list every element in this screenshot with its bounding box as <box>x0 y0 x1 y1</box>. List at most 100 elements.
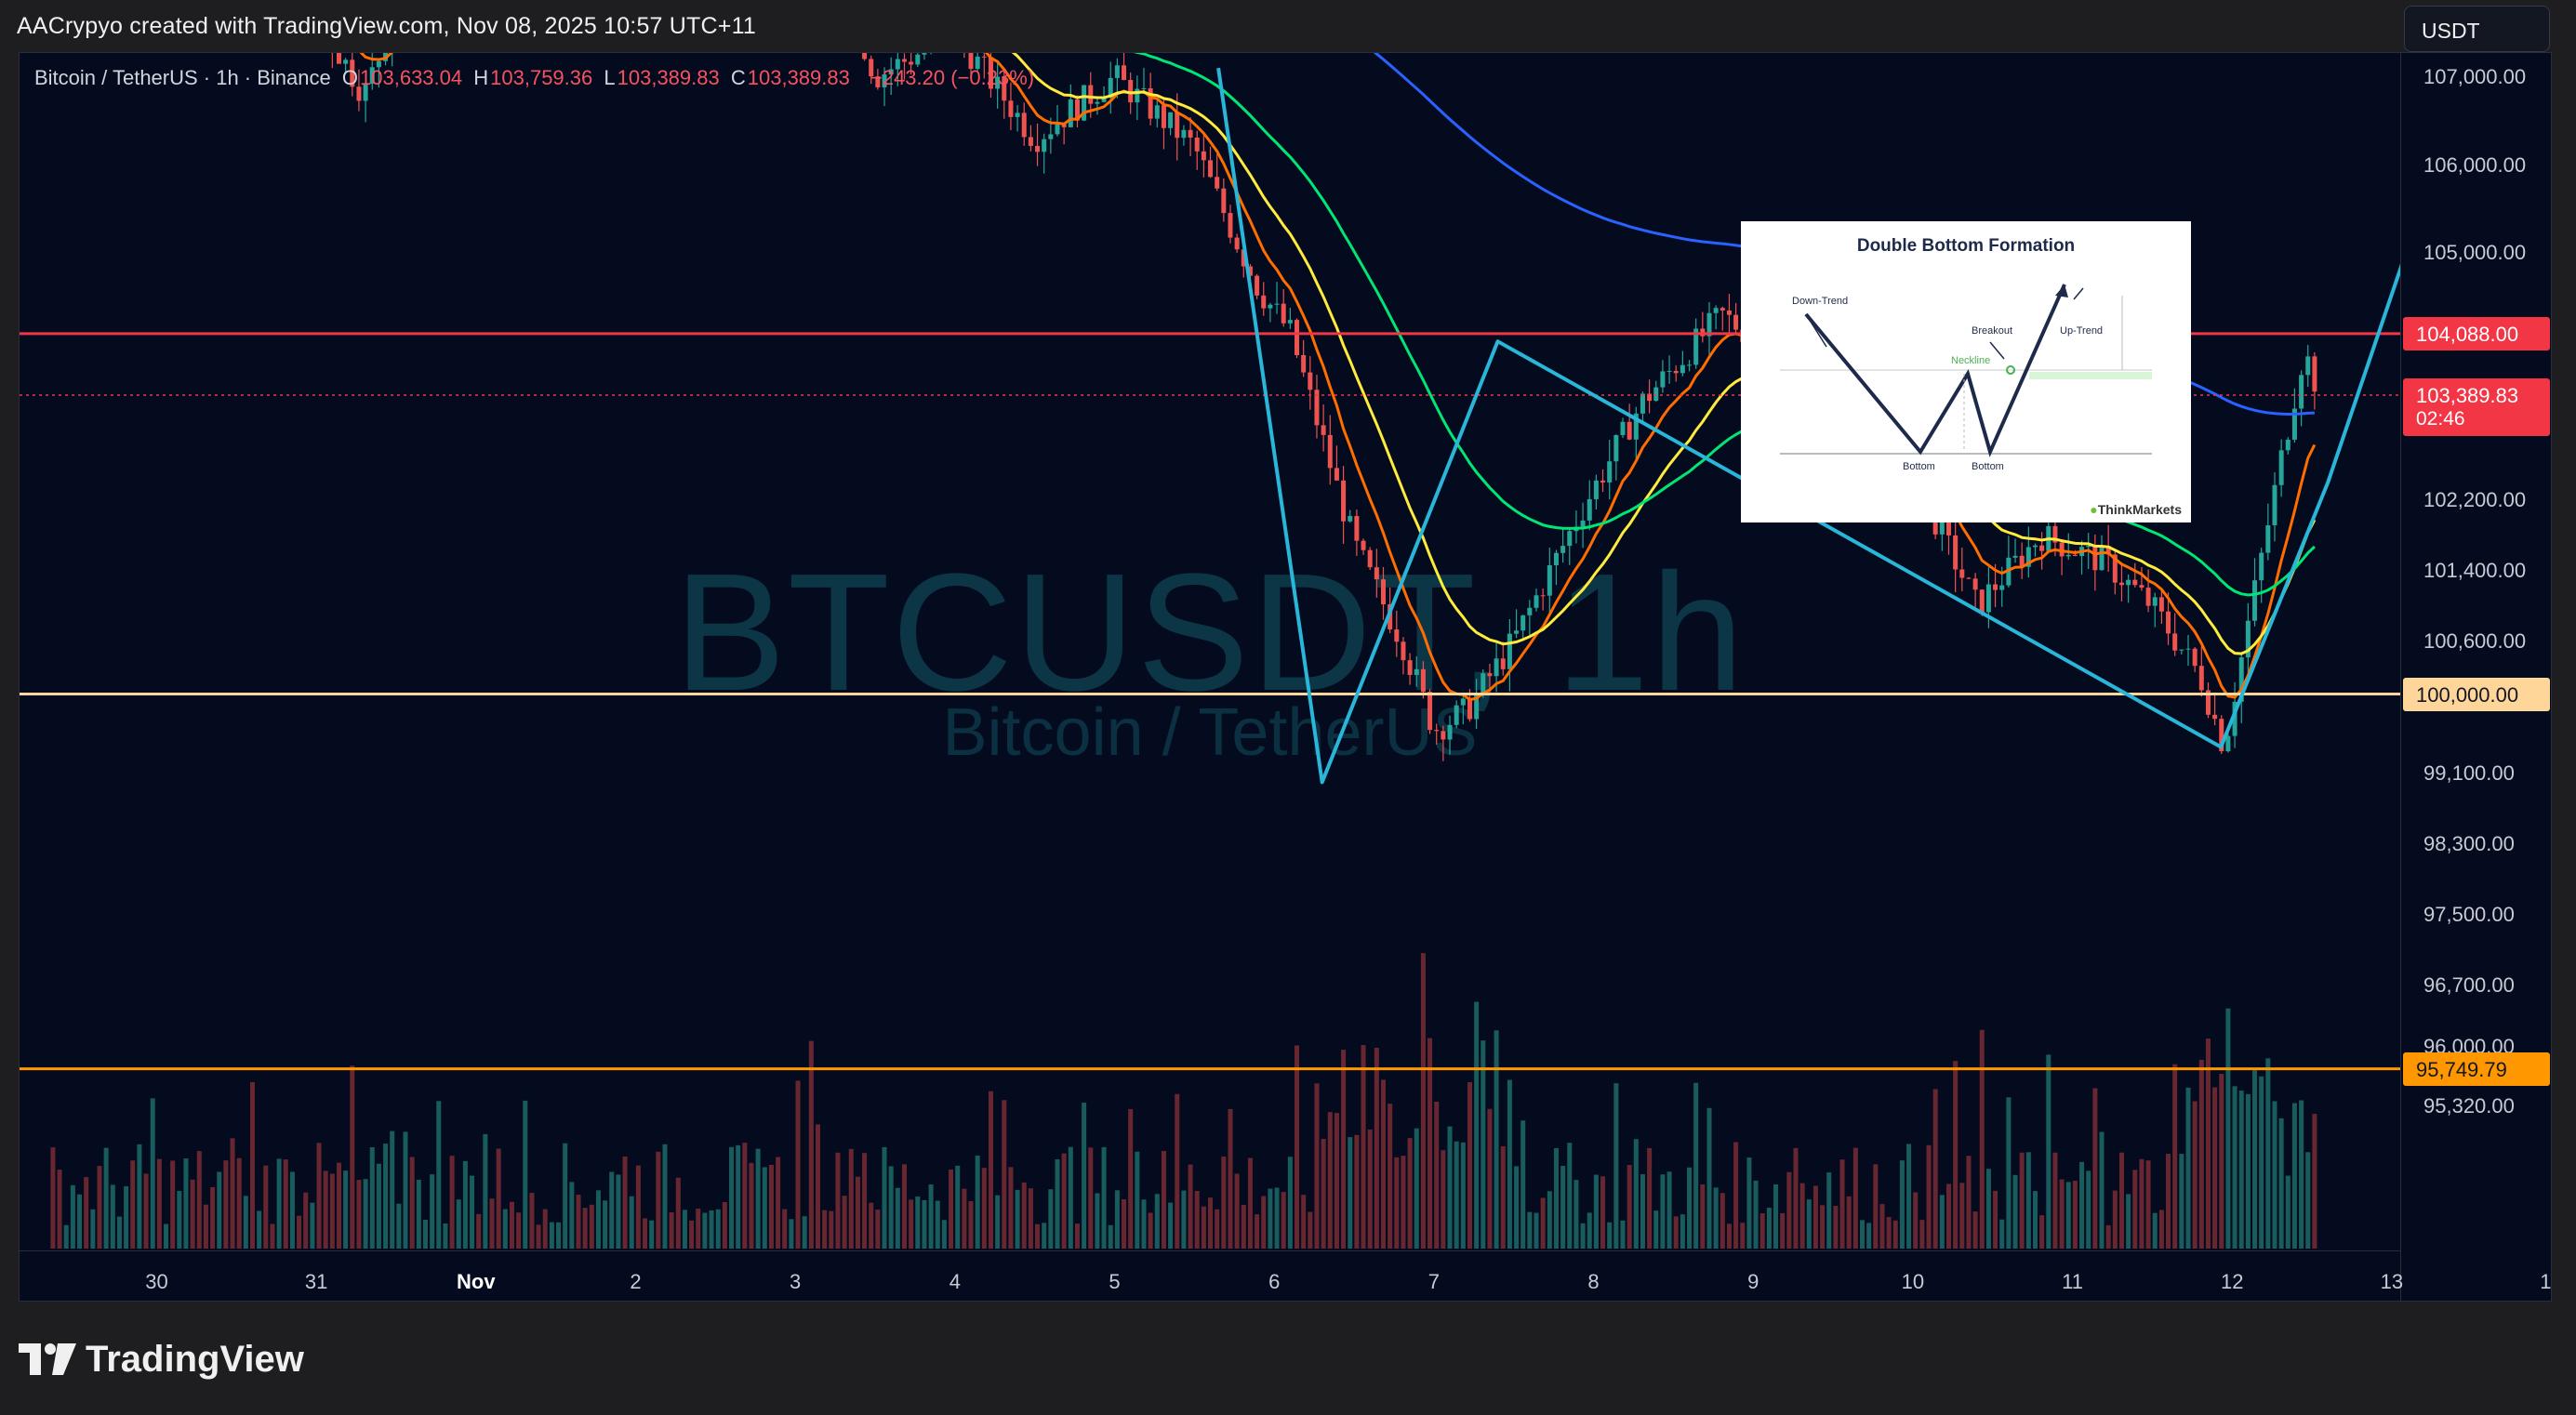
candle-body <box>1327 434 1333 469</box>
volume-bar <box>2299 1100 2304 1249</box>
volume-bar <box>563 1143 568 1249</box>
volume-bar <box>1500 1145 1506 1249</box>
candle-body <box>1108 77 1113 99</box>
candle-body <box>2259 552 2264 581</box>
candle-body <box>1015 112 1020 117</box>
volume-bar <box>1095 1193 1100 1249</box>
volume-bar <box>2305 1152 2311 1249</box>
volume-bar <box>1215 1209 1220 1249</box>
volume-bar <box>1388 1104 1393 1249</box>
candle-body <box>1979 589 1985 613</box>
volume-bar <box>1341 1050 1347 1249</box>
volume-bar <box>263 1165 269 1249</box>
volume-bar <box>569 1182 575 1249</box>
volume-bar <box>116 1216 122 1249</box>
candle-body <box>1447 724 1453 740</box>
volume-bar <box>1746 1157 1752 1249</box>
volume-bar <box>536 1224 541 1249</box>
volume-bar <box>217 1171 222 1249</box>
chart-panel[interactable]: BTCUSDT, 1h Bitcoin / TetherUS Bitcoin /… <box>19 52 2552 1302</box>
candle-body <box>369 67 375 85</box>
volume-bar <box>901 1164 907 1249</box>
volume-bar <box>1573 1180 1579 1249</box>
candle-body <box>1507 633 1512 669</box>
candle-body <box>1135 88 1140 103</box>
volume-bar <box>97 1166 102 1249</box>
candle-body <box>1985 584 1991 613</box>
time-tick-label: 4 <box>949 1270 961 1293</box>
candle-body <box>1394 628 1400 642</box>
volume-bar <box>2079 1161 2085 1249</box>
candle-body <box>1434 730 1440 732</box>
volume-bar <box>2238 1091 2244 1249</box>
candle-body <box>1261 295 1267 309</box>
candle-body <box>981 56 987 58</box>
candle-body <box>1640 393 1645 414</box>
time-tick-label: 6 <box>1268 1270 1281 1293</box>
volume-bar <box>143 1173 149 1249</box>
volume-bar <box>283 1159 288 1249</box>
candle-body <box>1114 65 1120 78</box>
candle-body <box>1374 567 1379 580</box>
candle-body <box>1188 129 1193 138</box>
volume-bar <box>2312 1114 2317 1249</box>
volume-bar <box>1241 1205 1246 1249</box>
time-tick-label: 10 <box>1901 1270 1925 1293</box>
candle-body <box>1208 160 1214 178</box>
candle-body <box>1095 101 1100 104</box>
volume-bar <box>63 1224 69 1249</box>
currency-selector-button[interactable]: USDT <box>2404 6 2550 52</box>
volume-bar <box>230 1138 235 1249</box>
candle-body <box>1074 99 1080 121</box>
volume-bar <box>1613 1083 1619 1249</box>
volume-bar <box>2272 1101 2277 1249</box>
candle-body <box>1687 364 1693 366</box>
volume-bar <box>1287 1157 1293 1249</box>
volume-bar <box>1620 1220 1626 1249</box>
time-tick-label: 8 <box>1587 1270 1600 1293</box>
candle-body <box>2172 633 2178 651</box>
candle-body <box>2145 588 2151 606</box>
volume-bar <box>323 1170 328 1249</box>
candle-body <box>1255 275 1260 296</box>
volume-bar <box>1919 1220 1925 1249</box>
volume-bar <box>789 1219 794 1249</box>
volume-bar <box>449 1156 455 1249</box>
volume-bar <box>1380 1079 1387 1249</box>
candle-body <box>1401 641 1406 661</box>
volume-bar <box>529 1193 535 1249</box>
candle-body <box>1101 98 1107 102</box>
candle-body <box>2198 666 2204 691</box>
candle-body <box>2139 585 2144 588</box>
volume-bar <box>1221 1156 1227 1249</box>
candle-body <box>1959 569 1965 578</box>
time-axis[interactable]: 30 31 Nov 2 3 4 5 6 7 8 9 10 11 12 13 14 <box>20 1250 2551 1301</box>
volume-bar <box>1514 1166 1520 1249</box>
volume-bar <box>2225 1008 2231 1249</box>
volume-bar <box>196 1151 202 1249</box>
volume-bar <box>1274 1187 1280 1249</box>
price-axis[interactable]: 109,000.00108,000.00107,000.00106,000.00… <box>2400 53 2551 1301</box>
volume-bar <box>689 1220 695 1249</box>
volume-bar <box>1247 1157 1253 1249</box>
volume-bar <box>675 1177 681 1249</box>
candle-body <box>363 84 368 101</box>
plot-area[interactable]: BTCUSDT, 1h Bitcoin / TetherUS Bitcoin /… <box>20 53 2400 1301</box>
candle-body <box>1547 565 1552 596</box>
volume-bar <box>1441 1150 1446 1249</box>
volume-bar <box>662 1144 668 1249</box>
candle-body <box>1660 371 1666 388</box>
candle-body <box>1953 535 1959 570</box>
price-chart[interactable] <box>20 53 2400 1250</box>
price-tick-label: 95,320.00 <box>2423 1094 2515 1118</box>
volume-bar <box>50 1147 56 1249</box>
volume-bar <box>276 1158 282 1249</box>
volume-bar <box>363 1179 368 1249</box>
candle-body <box>1553 552 1559 566</box>
volume-bar <box>210 1186 216 1249</box>
volume-bar <box>962 1188 967 1249</box>
candle-body <box>888 69 894 75</box>
volume-bar <box>170 1160 176 1249</box>
volume-bar <box>1547 1191 1552 1249</box>
candle-body <box>1154 105 1160 119</box>
